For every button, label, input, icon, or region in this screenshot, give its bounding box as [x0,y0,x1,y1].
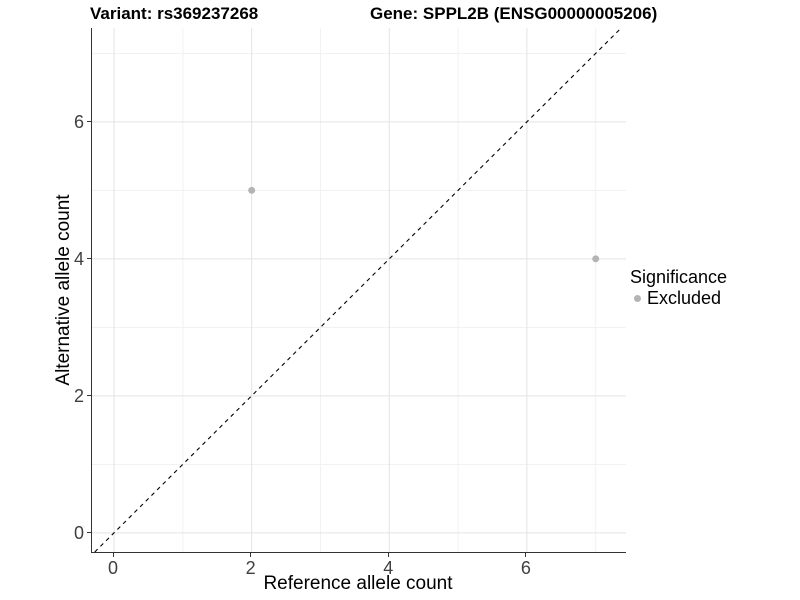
plot-title-variant: Variant: rs369237268 [90,4,259,23]
legend-title: Significance [630,267,728,287]
plot-title-gene: Gene: SPPL2B (ENSG00000005206) [370,4,658,23]
x-tick-label: 0 [108,558,119,578]
y-tick-label: 0 [73,522,84,543]
legend-item-excluded: Excluded [630,288,795,308]
y-tick-mark [87,532,91,534]
x-tick-mark [387,553,389,557]
y-tick-mark [87,395,91,397]
plot-canvas [92,28,626,552]
x-tick-mark [250,553,252,557]
x-tick-label: 6 [520,558,531,578]
y-tick-label: 4 [73,248,84,269]
x-tick-mark [525,553,527,557]
y-tick-label: 2 [73,385,84,406]
legend-key [630,290,647,307]
legend-item-label: Excluded [647,288,722,308]
data-point [592,255,600,263]
y-tick-mark [87,121,91,123]
plot-panel [91,28,626,553]
x-tick-mark [112,553,114,557]
identity-reference-line [94,28,622,552]
y-tick-label: 6 [73,111,84,132]
x-axis-title: Reference allele count [263,573,453,594]
y-tick-mark [87,258,91,260]
legend: Significance Excluded [630,266,795,308]
x-tick-label: 2 [245,558,256,578]
x-tick-label: 4 [383,558,394,578]
excluded-point-icon [634,294,641,302]
y-axis-title: Alternative allele count [53,194,74,386]
data-point [248,186,256,194]
